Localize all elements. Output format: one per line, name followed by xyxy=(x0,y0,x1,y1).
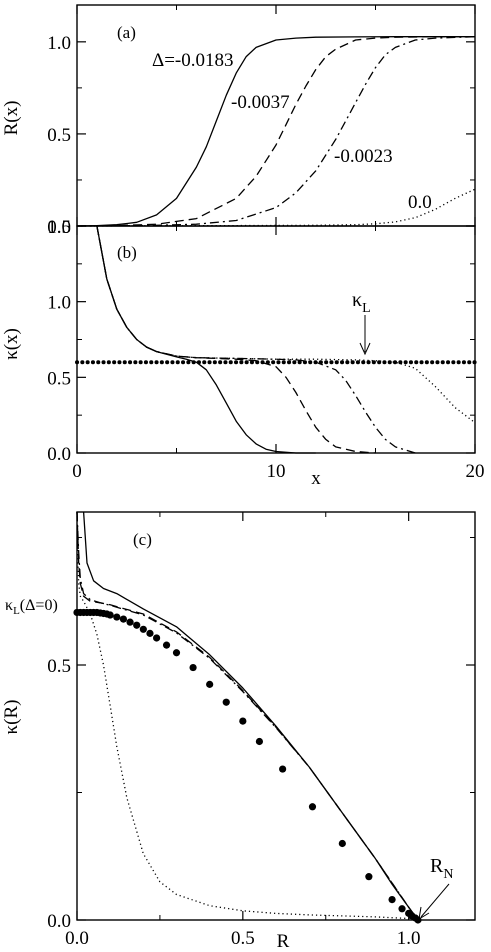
panel-c: 0.00.50.0 0.5 1.0 (c) κ(R) R κL(Δ=0) RN xyxy=(1,511,476,952)
panel-b: 0.0 0.5 1.0 1.5 0 10 20 (b) κ(x) x κL xyxy=(1,217,485,489)
ytick-label-c-0: 0.0 xyxy=(47,911,71,932)
ytick-label-a-1: 0.5 xyxy=(47,125,71,146)
marker-point xyxy=(106,611,114,619)
kappa-l-symbol: κ xyxy=(352,289,362,311)
ytick-label-b-2: 1.0 xyxy=(47,293,71,314)
xtick-label-b-1: 10 xyxy=(267,461,286,482)
marker-point xyxy=(338,839,346,848)
series-line-0-0037 xyxy=(76,511,419,921)
ytick-label-a-2: 1.0 xyxy=(47,33,71,54)
marker-point xyxy=(388,896,396,904)
marker-point xyxy=(222,698,230,706)
marker-point xyxy=(139,625,147,633)
ytick-label-b-3: 1.5 xyxy=(47,217,71,238)
marker-point xyxy=(153,634,161,642)
panel-c-ylabel: κ(R) xyxy=(1,700,22,735)
panel-c-ticks: 0.0 0.5 0.0 0.5 1.0 xyxy=(47,512,475,949)
marker-point xyxy=(189,663,197,672)
series-line-0-0037 xyxy=(76,36,475,227)
panel-c-label: (c) xyxy=(133,530,152,549)
marker-point xyxy=(119,615,128,623)
panel-a-series xyxy=(76,36,476,227)
panel-a-ticks: 0.0 0.5 1.0 xyxy=(47,5,476,238)
kappa-l-zero-rest: (Δ=0) xyxy=(20,597,58,614)
marker-point xyxy=(126,618,134,626)
xtick-label-b-2: 20 xyxy=(466,461,485,482)
marker-point xyxy=(162,641,171,649)
series-label-delta-0: 0.0 xyxy=(408,192,432,213)
kappa-l-arrow-head xyxy=(359,342,371,356)
ytick-label-a-0: 0.0 xyxy=(47,217,71,238)
series-line-0-0023 xyxy=(76,36,476,227)
marker-point xyxy=(206,680,214,688)
marker-point xyxy=(172,649,181,657)
panel-a: 0.0 0.5 1.0 (a) R(x) Δ=-0.0183 -0.0037 -0.… xyxy=(1,4,476,238)
marker-point xyxy=(279,765,287,773)
kappa-l-subscript: L xyxy=(362,301,371,316)
rn-arrow-head xyxy=(418,906,430,920)
ytick-label-c-1: 0.5 xyxy=(47,656,71,677)
ytick-label-b-1: 0.5 xyxy=(47,368,71,389)
marker-point xyxy=(255,737,264,746)
marker-point xyxy=(146,629,154,637)
panel-c-series xyxy=(73,511,422,924)
series-line-0-0023 xyxy=(96,225,416,454)
kappa-l-zero-subscript: L xyxy=(13,605,20,617)
marker-point xyxy=(239,717,247,725)
panel-b-ticks: 0.0 0.5 1.0 1.5 0 10 20 xyxy=(47,217,484,482)
kappa-l-annotation: κL xyxy=(352,289,371,316)
marker-point xyxy=(398,905,406,913)
series-line-0-0 xyxy=(96,225,476,424)
xtick-label-c-2: 1.0 xyxy=(397,928,421,949)
marker-point xyxy=(113,613,121,621)
series-label-delta-0183: Δ=-0.0183 xyxy=(152,50,234,71)
panel-b-ylabel: κ(x) xyxy=(1,328,22,360)
ytick-label-b-0: 0.0 xyxy=(47,444,71,465)
series-label-delta-0023: -0.0023 xyxy=(334,146,393,167)
xtick-label-c-0: 0.0 xyxy=(65,928,89,949)
xtick-label-c-1: 0.5 xyxy=(231,928,255,949)
rn-arrow-shaft xyxy=(420,883,450,918)
marker-point xyxy=(414,916,422,924)
panel-c-xlabel: R xyxy=(277,931,290,952)
rn-subscript: N xyxy=(443,867,453,882)
panel-b-label: (b) xyxy=(117,243,137,262)
kappa-l-zero-annotation: κL(Δ=0) xyxy=(5,597,58,617)
series-line-0-0183 xyxy=(76,36,475,227)
panel-b-series xyxy=(75,225,477,454)
kappa-l-zero-symbol: κ xyxy=(5,597,13,614)
series-line-0-0183 xyxy=(82,511,419,921)
series-line-0-0 xyxy=(76,511,419,921)
xtick-label-b-0: 0 xyxy=(72,461,82,482)
series-label-delta-0037: -0.0037 xyxy=(231,92,290,113)
panel-c-frame xyxy=(76,511,476,921)
series-line-0-0 xyxy=(76,188,476,227)
panel-a-ylabel: R(x) xyxy=(1,101,22,136)
series-line-0-0023 xyxy=(76,511,419,921)
marker-point xyxy=(365,873,373,881)
rn-annotation: RN xyxy=(430,855,453,882)
panel-a-label: (a) xyxy=(117,23,136,42)
marker-point xyxy=(308,803,317,811)
marker-point xyxy=(133,621,141,629)
panel-b-xlabel: x xyxy=(311,468,321,489)
rn-symbol: R xyxy=(430,855,444,877)
series-line-0-0037 xyxy=(96,225,376,454)
